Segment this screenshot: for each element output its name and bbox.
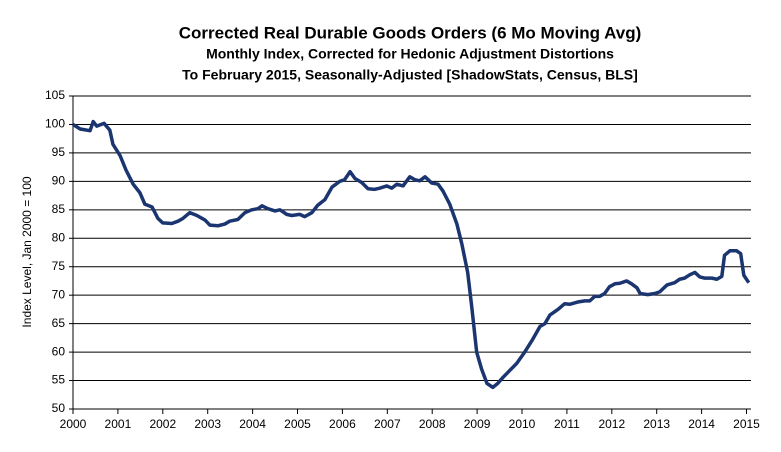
y-tick-label: 105 [45, 88, 65, 102]
y-tick-label: 80 [52, 230, 66, 244]
y-tick-label: 75 [52, 259, 66, 273]
chart-title: Corrected Real Durable Goods Orders (6 M… [179, 23, 642, 42]
y-tick-label: 65 [52, 316, 66, 330]
x-tick-label: 2015 [733, 417, 760, 431]
x-tick-label: 2011 [554, 417, 580, 431]
y-axis-label: Index Level, Jan 2000 = 100 [20, 176, 34, 327]
x-tick-label: 2005 [284, 417, 311, 431]
y-tick-label: 90 [52, 174, 66, 188]
x-tick-label: 2012 [598, 417, 625, 431]
y-tick-label: 50 [52, 401, 66, 415]
x-tick-label: 2013 [643, 417, 670, 431]
y-tick-label: 70 [52, 287, 66, 301]
x-tick-label: 2001 [105, 417, 132, 431]
x-tick-label: 2006 [329, 417, 356, 431]
chart-subtitle: Monthly Index, Corrected for Hedonic Adj… [206, 46, 614, 62]
x-tick-label: 2008 [419, 417, 446, 431]
x-tick-label: 2010 [509, 417, 536, 431]
y-tick-label: 55 [52, 373, 66, 387]
x-tick-label: 2009 [464, 417, 491, 431]
x-tick-label: 2003 [194, 417, 221, 431]
chart-subtitle: To February 2015, Seasonally-Adjusted [S… [182, 67, 638, 83]
y-tick-label: 60 [52, 344, 66, 358]
data-line [72, 119, 751, 390]
x-tick-label: 2014 [688, 417, 715, 431]
y-tick-label: 85 [52, 202, 66, 216]
y-tick-label: 100 [45, 117, 65, 131]
y-tick-label: 95 [52, 145, 66, 159]
x-tick-label: 2004 [239, 417, 266, 431]
x-tick-label: 2000 [60, 417, 87, 431]
x-tick-label: 2007 [374, 417, 401, 431]
x-tick-label: 2002 [149, 417, 176, 431]
